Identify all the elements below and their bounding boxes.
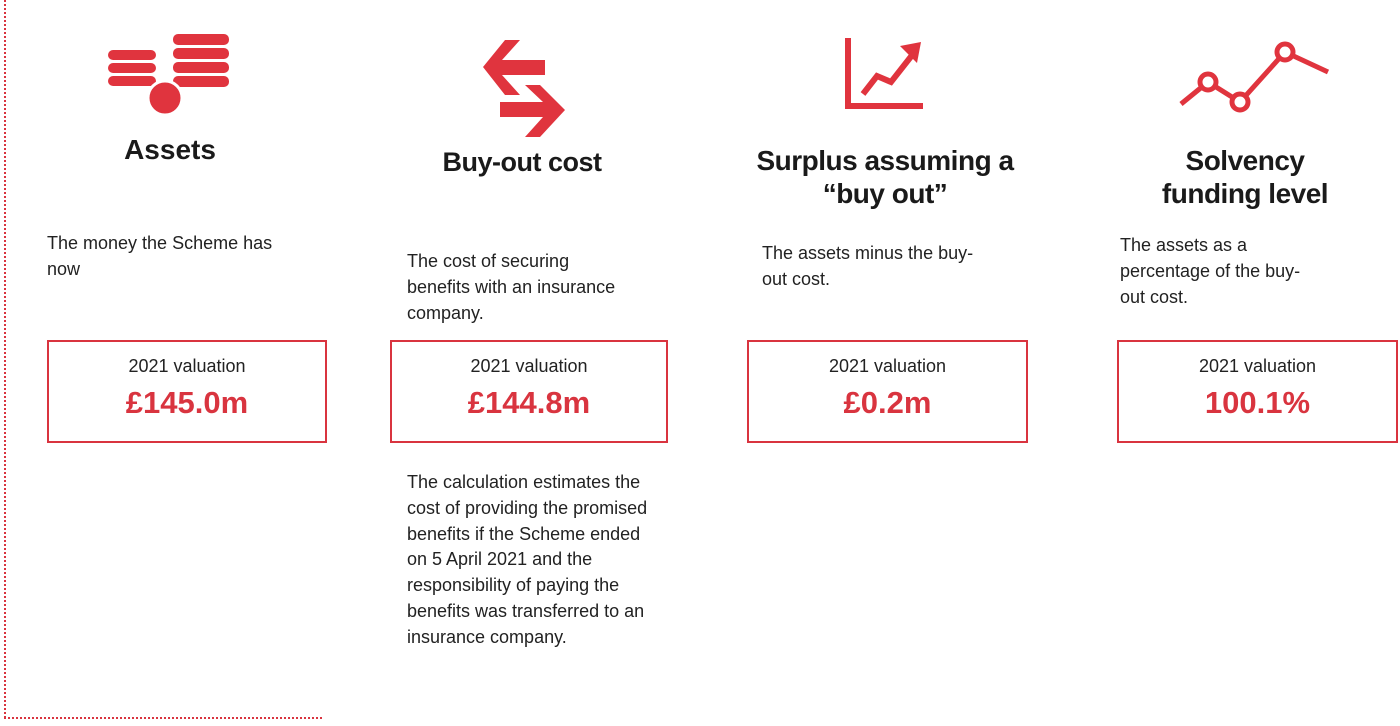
column-title: Assets — [124, 134, 216, 165]
value-box: 2021 valuation 100.1% — [1117, 340, 1398, 443]
column-description: The assets as a percentage of the buy-ou… — [1120, 235, 1301, 307]
dotted-border-left — [4, 0, 6, 718]
line-trend-icon — [1179, 41, 1330, 113]
coins-icon — [108, 34, 229, 115]
box-value: £0.2m — [843, 385, 932, 420]
box-value: £145.0m — [125, 385, 249, 420]
value-box: 2021 valuation £0.2m — [747, 340, 1028, 443]
box-label: 2021 valuation — [1198, 356, 1317, 376]
dotted-border-bottom — [4, 717, 322, 719]
growth-chart-icon — [845, 38, 923, 109]
box-label: 2021 valuation — [128, 356, 246, 376]
column-description: The assets minus the buy-out cost. — [762, 243, 974, 289]
column-title: Solvency funding level — [1161, 145, 1329, 209]
value-box: 2021 valuation £145.0m — [47, 340, 327, 443]
box-label: 2021 valuation — [828, 356, 947, 376]
column-note: The calculation estimates the cost of pr… — [407, 472, 648, 647]
box-value: £144.8m — [467, 385, 591, 420]
box-label: 2021 valuation — [470, 356, 588, 376]
column-title: Surplus assuming a “buy out” — [756, 145, 1014, 209]
box-value: 100.1% — [1204, 385, 1311, 420]
value-box: 2021 valuation £144.8m — [390, 340, 668, 443]
column-description: The money the Scheme has now — [47, 233, 273, 278]
column-title: Buy-out cost — [442, 147, 603, 177]
column-description: The cost of securing benefits with an in… — [407, 251, 616, 323]
exchange-icon — [483, 40, 565, 137]
